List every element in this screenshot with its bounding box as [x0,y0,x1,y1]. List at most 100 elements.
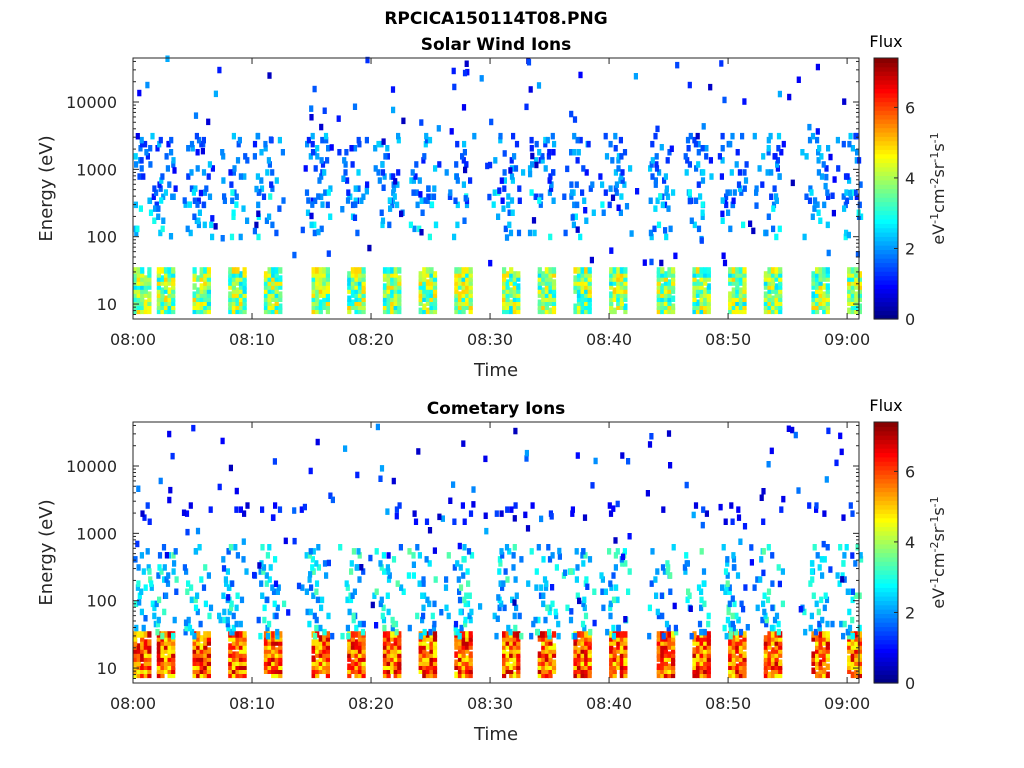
colorbar-band [874,574,898,580]
heatmap-cell [726,604,731,612]
heatmap-cell [397,502,402,509]
heatmap-cell [368,554,373,562]
heatmap-cell [361,291,366,298]
heatmap-cell [544,271,549,278]
heatmap-cell [357,655,363,662]
heatmap-cell [267,295,272,302]
heatmap-cell [203,659,208,666]
heatmap-cell [812,544,817,551]
heatmap-cell [760,616,765,624]
heatmap-cell [619,651,624,658]
heatmap-cell [653,181,658,188]
heatmap-cell [457,588,462,595]
heatmap-cell [671,295,676,302]
heatmap-cell [627,533,632,540]
heatmap-cell [311,299,316,306]
heatmap-cell [839,448,844,456]
heatmap-cell [541,639,546,646]
heatmap-cell [653,576,658,583]
heatmap-cell [671,631,676,638]
heatmap-cell [572,201,577,209]
heatmap-cell [815,267,820,274]
heatmap-cell [386,576,392,583]
heatmap-cell [537,307,542,315]
heatmap-cell [354,643,359,650]
heatmap-cell [763,659,768,666]
x-tick-label: 08:50 [705,330,751,349]
colorbar-band [874,258,898,264]
heatmap-cell [854,647,859,654]
heatmap-cell [386,552,391,559]
heatmap-cell [505,659,510,666]
heatmap-cell [505,291,510,298]
heatmap-cell [278,279,283,286]
heatmap-cell [432,283,438,290]
heatmap-cell [207,612,212,620]
heatmap-cell [786,425,791,432]
heatmap-cell [271,631,276,638]
heatmap-cell [256,233,261,241]
heatmap-cell [424,518,430,525]
heatmap-cell [391,620,396,628]
heatmap-cell [815,63,820,71]
heatmap-cell [267,213,272,220]
heatmap-cell [770,303,776,310]
heatmap-cell [278,267,283,274]
heatmap-cell [443,584,449,591]
colorbar-band [874,504,898,510]
heatmap-cell [365,181,370,188]
heatmap-cell [667,291,672,298]
heatmap-cell [665,560,670,567]
heatmap-cell [235,299,240,306]
heatmap-cell [512,671,517,679]
heatmap-cell [171,671,176,679]
heatmap-cell [548,667,553,674]
heatmap-cell [513,502,518,509]
heatmap-cell [156,647,161,654]
heatmap-cell [850,655,855,662]
heatmap-cell [340,206,345,213]
heatmap-cell [663,655,668,662]
heatmap-cell [312,612,317,620]
heatmap-cell [318,659,323,666]
heatmap-cell [524,449,529,457]
heatmap-cell [133,647,138,654]
heatmap-cell [271,267,276,274]
heatmap-cell [397,655,402,662]
heatmap-cell [660,271,665,278]
heatmap-cell [432,600,437,608]
heatmap-cell [841,560,846,567]
heatmap-cell [457,663,463,670]
heatmap-cell [133,283,138,290]
heatmap-cell [763,639,768,646]
heatmap-cell [708,157,713,164]
heatmap-cell [378,600,383,608]
heatmap-cell [821,540,826,548]
heatmap-cell [311,647,316,654]
heatmap-cell [574,548,579,555]
heatmap-cell [763,295,768,302]
heatmap-cell [619,291,624,298]
heatmap-cell [135,584,140,591]
heatmap-cell [386,663,391,670]
heatmap-cell [537,267,542,274]
heatmap-cell [225,620,230,628]
heatmap-cell [565,165,570,173]
heatmap-cell [695,671,701,679]
heatmap-cell [623,643,628,650]
heatmap-cell [524,103,529,111]
heatmap-cell [318,655,323,662]
heatmap-cell [140,510,145,517]
heatmap-cell [143,279,148,286]
heatmap-cell [776,564,781,571]
heatmap-cell [818,643,823,650]
heatmap-cell [847,608,852,616]
heatmap-cell [418,667,423,674]
heatmap-cell [576,267,582,274]
heatmap-cell [156,643,161,650]
heatmap-cell [576,651,582,658]
heatmap-cell [469,552,475,559]
heatmap-cell [660,651,665,658]
heatmap-cell [547,632,552,640]
heatmap-cell [318,667,323,674]
